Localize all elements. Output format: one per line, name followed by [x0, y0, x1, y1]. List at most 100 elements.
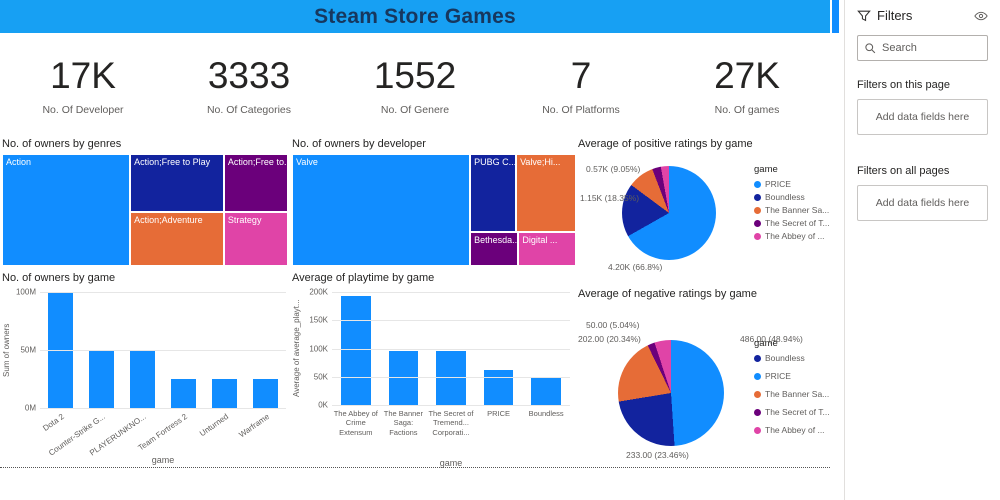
legend-item[interactable]: The Abbey of ... — [754, 425, 830, 435]
scrollbar-thumb[interactable] — [832, 0, 839, 33]
bar[interactable] — [170, 379, 197, 408]
legend-dot — [754, 372, 761, 380]
filters-pane: Filters Filters on this page Add data fi… — [844, 0, 1000, 500]
plot-area: 100M 50M 0M — [16, 288, 286, 413]
chart-title: Average of positive ratings by game — [578, 138, 753, 150]
bar-column — [204, 292, 245, 408]
legend-dot — [754, 232, 761, 240]
treemap-tile[interactable]: Strategy — [223, 212, 288, 266]
treemap-tile[interactable]: Bethesda... — [470, 232, 519, 266]
kpi-value: 3333 — [207, 55, 291, 96]
bar-column — [332, 292, 380, 405]
treemap-tile[interactable]: Action;Adventure — [130, 212, 224, 266]
treemap-tile-label: Valve;Hi... — [520, 157, 561, 167]
bar[interactable] — [531, 376, 561, 405]
bar[interactable] — [483, 369, 514, 405]
legend-label: The Abbey of ... — [765, 425, 825, 435]
treemap-tile[interactable]: Digital ... — [518, 232, 576, 266]
pie-data-label: 4.20K (66.8%) — [608, 262, 663, 272]
kpi-card[interactable]: 3333 No. Of Categories — [166, 55, 332, 117]
kpi-card[interactable]: 7 No. Of Platforms — [498, 56, 664, 117]
filters-on-this-page-label: Filters on this page — [857, 79, 950, 91]
y-axis-title: Sum of owners — [2, 323, 11, 377]
pie-chart[interactable] — [622, 166, 716, 260]
x-axis-category-label: The Banner Saga: Factions — [383, 409, 423, 437]
legend-dot — [754, 390, 761, 398]
pie-negative-ratings: Average of negative ratings by game 50.0… — [578, 288, 830, 468]
legend-item[interactable]: Boundless — [754, 353, 830, 363]
treemap-tile[interactable]: Action;Free to Play — [130, 154, 224, 213]
y-axis-tick: 150K — [309, 315, 328, 325]
y-axis-title: Average of average_playt... — [292, 299, 301, 398]
y-axis-tick: 50M — [20, 345, 36, 355]
bar[interactable] — [388, 351, 419, 405]
treemap-tile-label: Action;Free to... — [227, 157, 287, 167]
kpi-card[interactable]: 1552 No. Of Genere — [332, 56, 498, 117]
bar[interactable] — [341, 295, 371, 405]
page-boundary — [0, 467, 840, 468]
bars — [40, 292, 286, 408]
kpi-label: No. Of Developer — [42, 104, 124, 116]
bar-column — [163, 292, 204, 408]
treemap-owners-by-genres: No. of owners by genres Action Action;Fre… — [2, 138, 288, 266]
treemap-tiles: Action Action;Free to Play Action;Free to.… — [2, 154, 288, 266]
pie-data-label: 0.57K (9.05%) — [586, 164, 641, 174]
treemap-tile-label: PUBG C... — [474, 157, 516, 167]
treemap-tile-label: Valve — [296, 157, 318, 167]
kpi-value: 17K — [50, 55, 116, 96]
gridline — [40, 408, 286, 409]
gridline — [332, 405, 570, 406]
legend-dot — [754, 180, 761, 188]
add-data-fields-all-pages[interactable]: Add data fields here — [857, 185, 988, 221]
x-axis-cell: The Banner Saga: Factions — [380, 409, 428, 437]
legend: game PRICE Boundless The Banner Sa... The S… — [754, 164, 830, 244]
treemap-tile[interactable]: Valve — [292, 154, 471, 266]
treemap-tile[interactable]: Action;Free to... — [223, 154, 288, 213]
legend-item[interactable]: PRICE — [754, 179, 830, 189]
filter-search-box[interactable] — [857, 35, 988, 61]
gridline — [332, 348, 570, 350]
bars — [332, 292, 570, 405]
bar[interactable] — [211, 379, 238, 408]
x-axis-category-label: Boundless — [528, 409, 564, 418]
kpi-card[interactable]: 27K No. Of games — [664, 56, 830, 117]
search-input[interactable] — [882, 42, 981, 54]
legend-item[interactable]: The Banner Sa... — [754, 389, 830, 399]
legend-item[interactable]: The Secret of T... — [754, 218, 830, 228]
legend-items: Boundless PRICE The Banner Sa... The Secret… — [754, 353, 830, 435]
kpi-card[interactable]: 17K No. Of Developer — [0, 55, 166, 117]
legend-item[interactable]: PRICE — [754, 371, 830, 381]
add-data-fields-this-page[interactable]: Add data fields here — [857, 99, 988, 135]
bar[interactable] — [436, 351, 466, 405]
legend-item[interactable]: Boundless — [754, 192, 830, 202]
treemap-tile[interactable]: Action — [2, 154, 131, 266]
x-axis-category-label: Dota 2 — [41, 412, 66, 433]
vertical-scrollbar[interactable] — [831, 0, 840, 500]
bar[interactable] — [129, 350, 156, 408]
legend-item[interactable]: The Secret of T... — [754, 407, 830, 417]
treemap-tile[interactable]: PUBG C... — [470, 154, 517, 233]
y-axis-tick: 200K — [309, 287, 328, 297]
legend: game Boundless PRICE The Banner Sa... The S… — [754, 338, 830, 443]
bar-column — [380, 292, 428, 405]
bar[interactable] — [252, 379, 279, 408]
treemap-tile-label: Action;Free to Play — [134, 157, 211, 167]
chart-title: Average of negative ratings by game — [578, 288, 757, 300]
treemap-owners-by-developer: No. of owners by developer Valve PUBG C..… — [292, 138, 576, 266]
x-axis-title: game — [439, 458, 463, 468]
legend-item[interactable]: The Banner Sa... — [754, 205, 830, 215]
kpi-label: No. Of Categories — [206, 104, 292, 116]
chart-title: Average of playtime by game — [292, 272, 435, 284]
gridline — [332, 320, 570, 322]
bar[interactable] — [88, 350, 115, 408]
report-title-bar: Steam Store Games — [0, 0, 830, 33]
legend-label: The Secret of T... — [765, 407, 830, 417]
legend-dot — [754, 426, 761, 434]
pie-chart[interactable] — [618, 340, 724, 446]
x-axis-title: game — [151, 455, 175, 465]
treemap-tile[interactable]: Valve;Hi... — [516, 154, 576, 233]
legend-item[interactable]: The Abbey of ... — [754, 231, 830, 241]
bar-column — [475, 292, 523, 405]
treemap-tile-label: Action — [6, 157, 32, 167]
eye-icon[interactable] — [974, 9, 988, 23]
